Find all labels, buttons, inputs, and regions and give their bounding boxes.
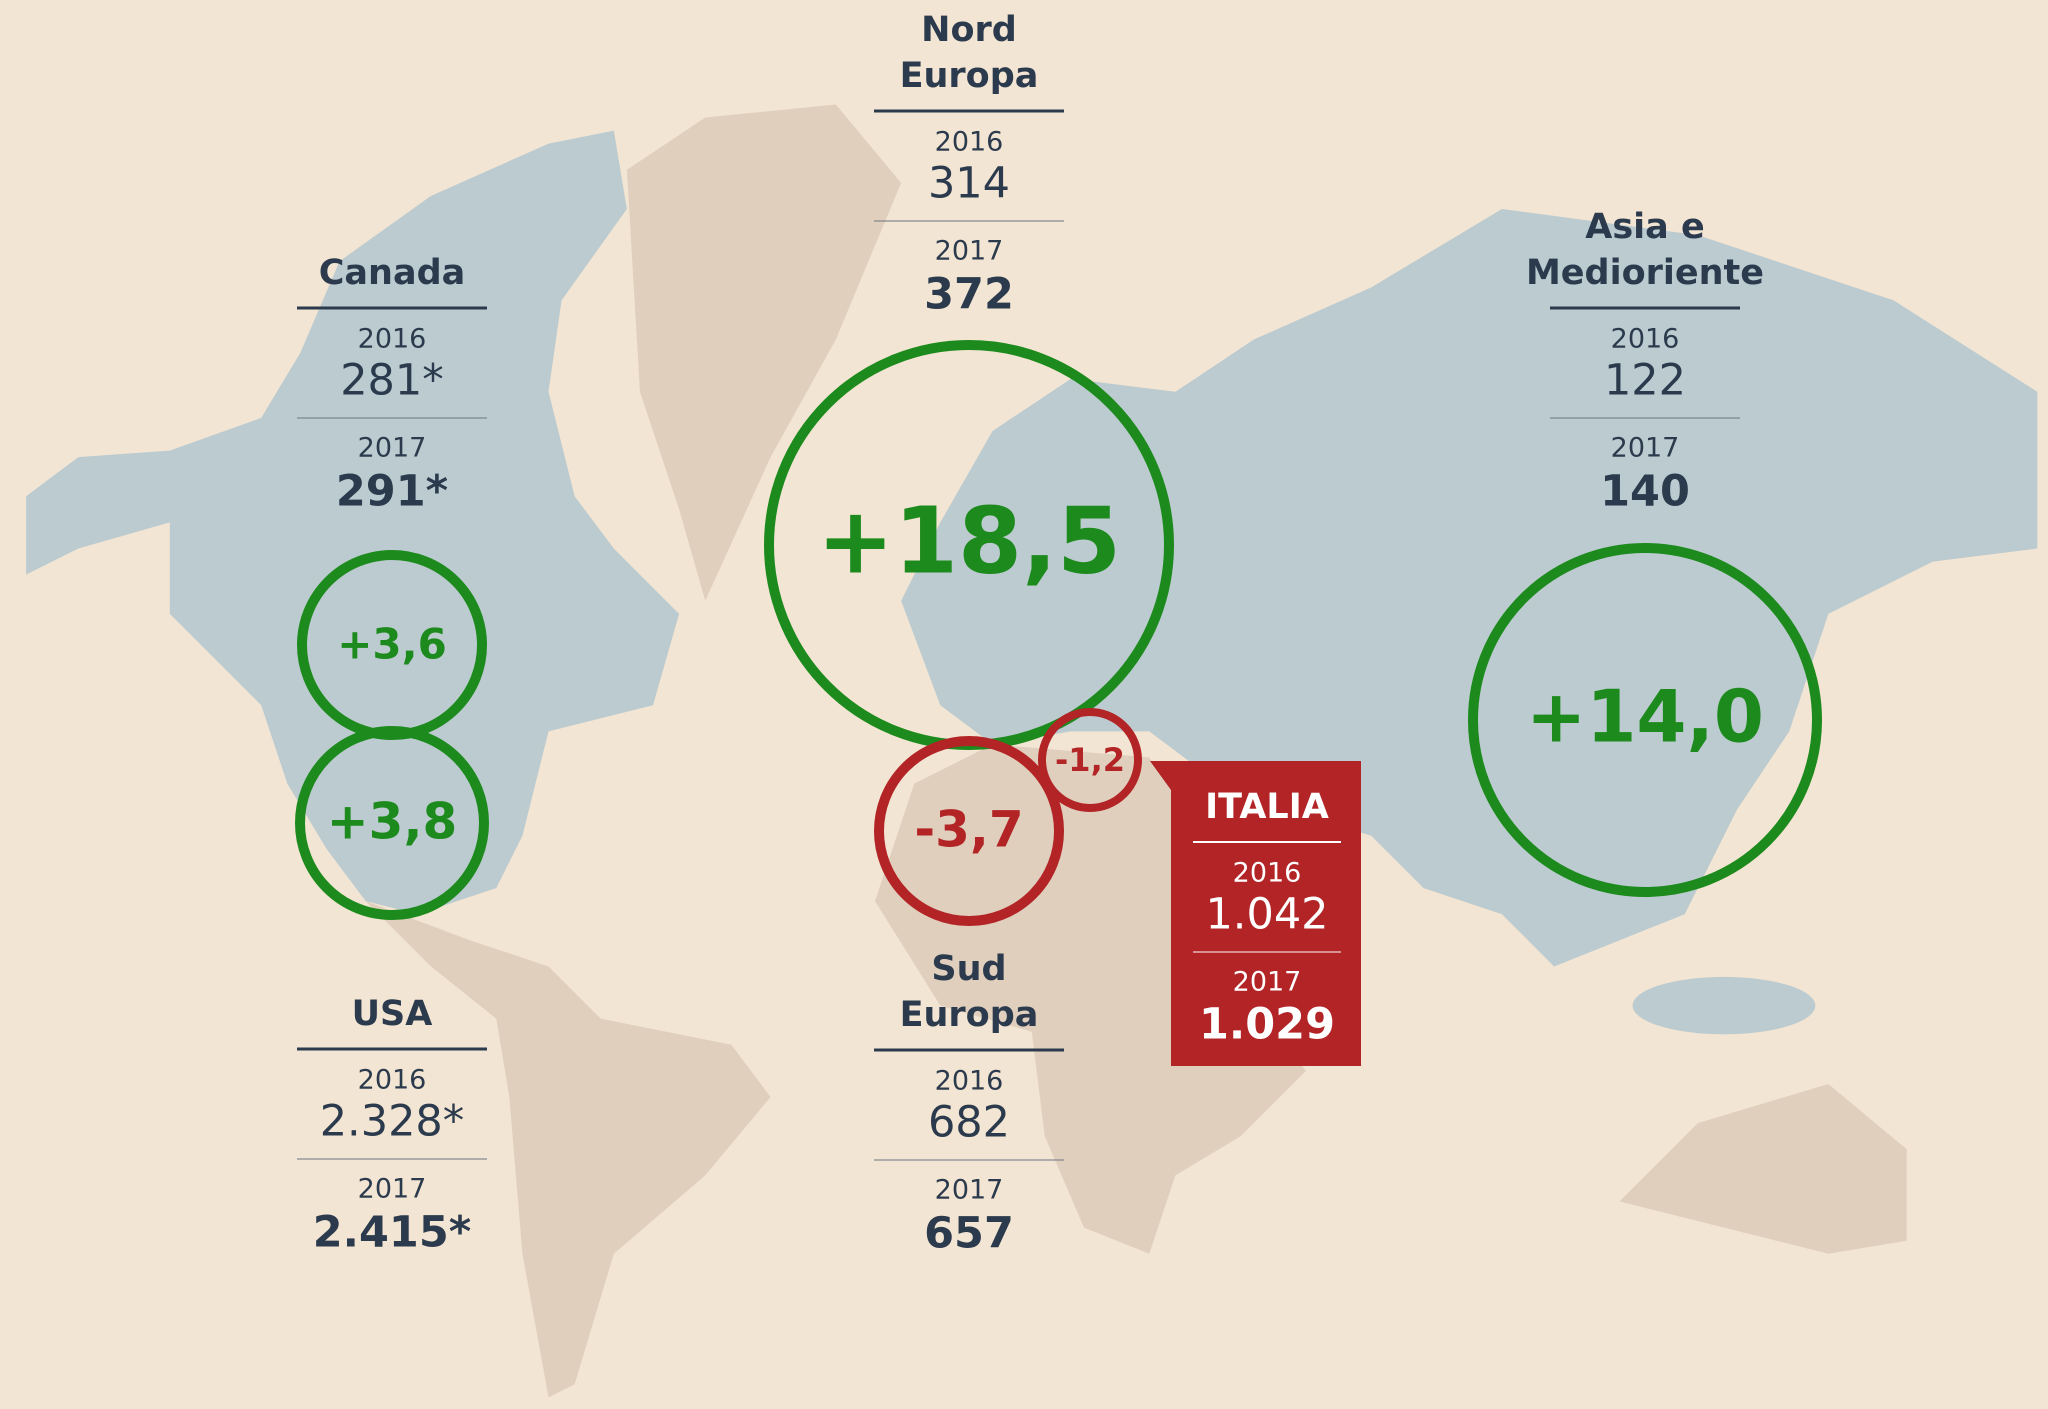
italia-box: ITALIA 2016 1.042 2017 1.029 [1150, 761, 1361, 1066]
australia [1619, 1083, 1907, 1254]
region-title: Sud [931, 949, 1006, 989]
islands [1632, 976, 1816, 1035]
italia-title: ITALIA [1205, 787, 1329, 827]
south-america [365, 901, 771, 1398]
north-america [26, 130, 680, 915]
value-2016: 1.042 [1205, 890, 1328, 940]
change-label: +14,0 [1526, 675, 1764, 759]
year-label: 2016 [935, 1066, 1004, 1097]
value-2016: 2.328* [320, 1097, 465, 1147]
region-title: Canada [319, 253, 466, 293]
change-label: +3,6 [337, 620, 447, 669]
region-title: Nord [921, 10, 1017, 50]
region-title: Medioriente [1526, 253, 1764, 293]
region-title: Europa [900, 995, 1039, 1035]
italia-panel [1150, 761, 1361, 1066]
change-circle [874, 736, 1064, 926]
year-label: 2017 [935, 1175, 1004, 1206]
region-title: Asia e [1585, 207, 1704, 247]
change-circle [1038, 708, 1142, 812]
change-label: -1,2 [1055, 741, 1125, 779]
eurasia [901, 208, 2038, 967]
year-label: 2016 [935, 127, 1004, 158]
value-2016: 314 [928, 159, 1010, 209]
change-circle [1468, 543, 1822, 897]
year-label: 2016 [1233, 858, 1302, 889]
value-2016: 281* [340, 356, 444, 406]
greenland [626, 104, 902, 601]
change-circle [295, 726, 489, 920]
value-2017: 2.415* [313, 1208, 472, 1258]
change-label: +3,8 [327, 793, 457, 851]
value-2017: 140 [1600, 467, 1690, 517]
year-label: 2016 [1611, 324, 1680, 355]
value-2017: 291* [336, 467, 448, 517]
value-2017: 657 [924, 1209, 1014, 1259]
year-label: 2017 [935, 236, 1004, 267]
change-label: +18,5 [817, 487, 1121, 594]
value-2016: 122 [1604, 356, 1686, 406]
change-circles: +3,6 +3,8 +18,5 +14,0 -3,7 -1,2 [295, 340, 1822, 926]
year-label: 2017 [358, 433, 427, 464]
value-2017: 1.029 [1199, 1000, 1335, 1050]
value-2016: 682 [928, 1098, 1010, 1148]
year-label: 2016 [358, 1065, 427, 1096]
value-2017: 372 [924, 270, 1014, 320]
change-label: -3,7 [914, 801, 1023, 859]
year-label: 2017 [1611, 433, 1680, 464]
year-label: 2017 [1233, 967, 1302, 998]
world-map [26, 104, 2038, 1398]
regions: Canada2016281*2017291*NordEuropa20163142… [297, 10, 1764, 1259]
year-label: 2017 [358, 1174, 427, 1205]
region-title: USA [352, 994, 433, 1034]
region-title: Europa [900, 56, 1039, 96]
year-label: 2016 [358, 324, 427, 355]
